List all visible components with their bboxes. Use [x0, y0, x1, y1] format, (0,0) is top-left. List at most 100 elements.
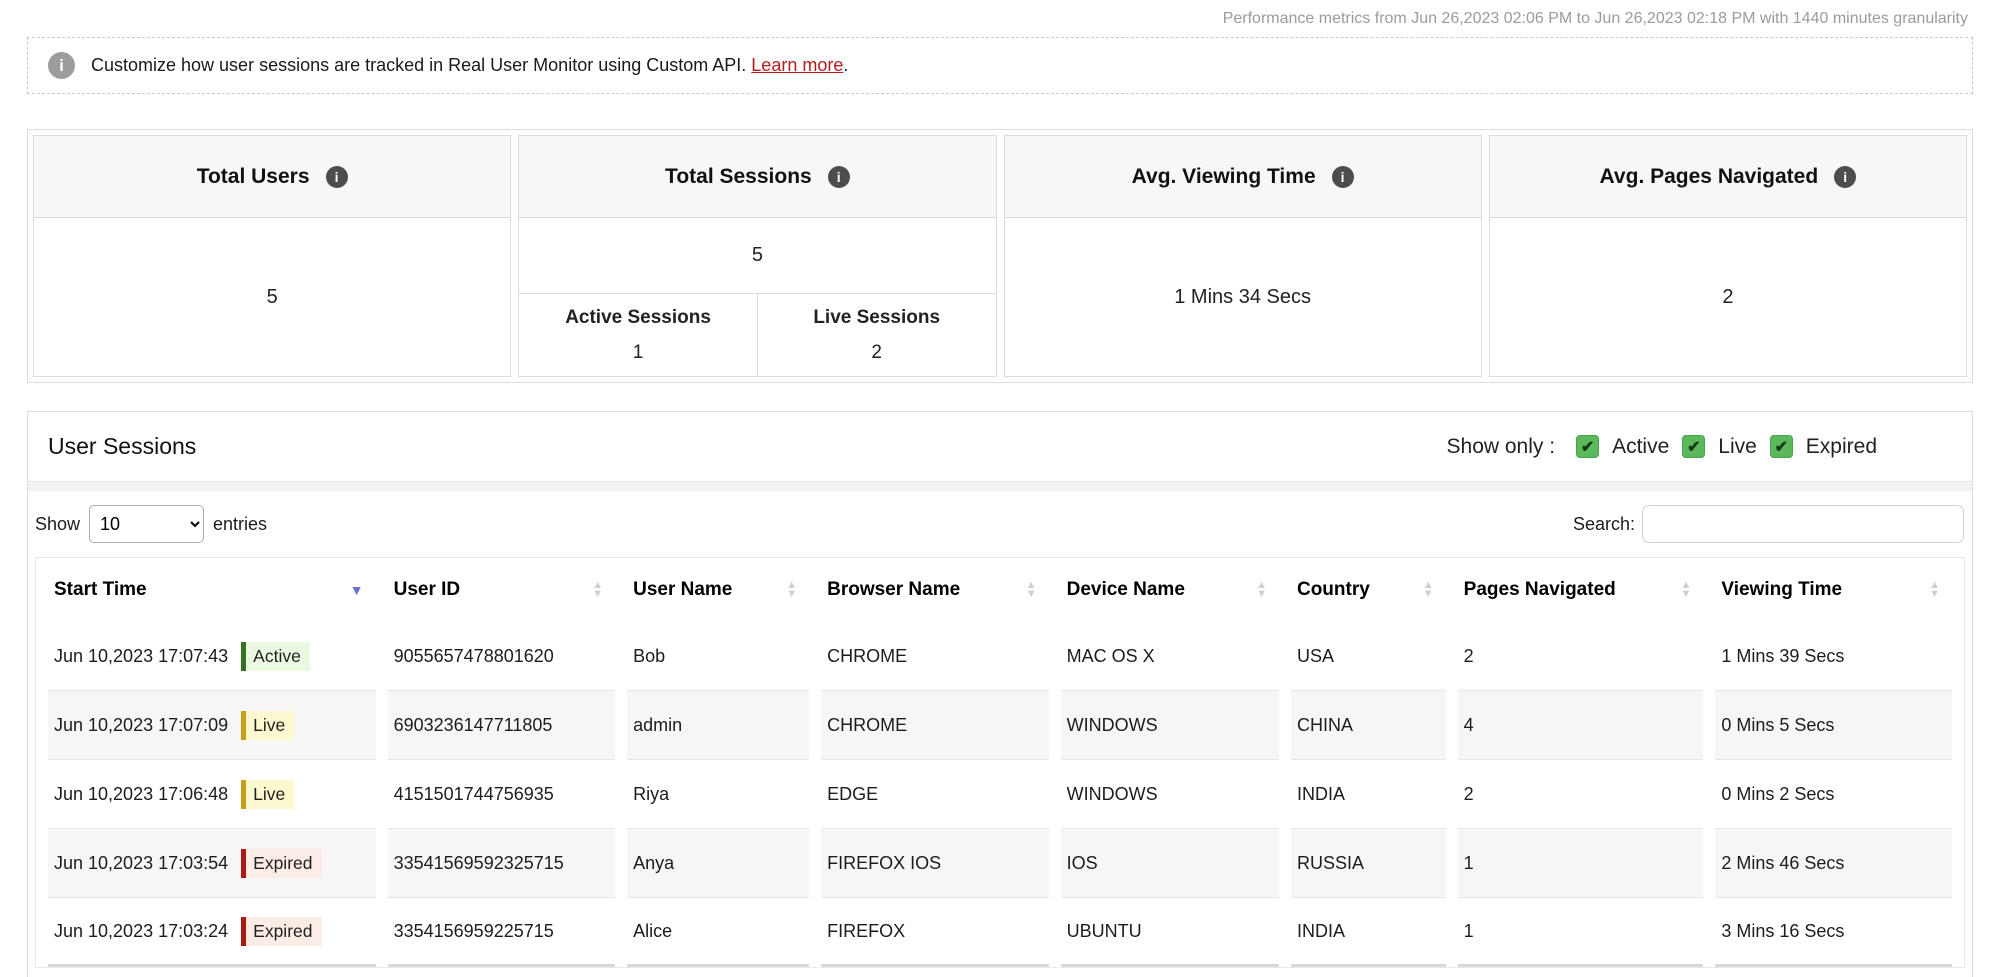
column-header-pages-navigated[interactable]: Pages Navigated ▲ ▼ — [1463, 579, 1692, 600]
live-sessions-label: Live Sessions — [813, 306, 941, 328]
sort-both-icon: ▲ ▼ — [786, 579, 798, 600]
avg-viewing-time-value: 1 Mins 34 Secs — [1174, 285, 1311, 308]
cell-browser: EDGE — [821, 760, 1049, 829]
user-sessions-header: User Sessions Show only : ✔ Active ✔ Live ✔ E… — [28, 412, 1972, 481]
checkbox-expired-icon[interactable]: ✔ — [1769, 435, 1793, 458]
sort-both-icon: ▲ ▼ — [1929, 579, 1940, 600]
cell-browser: FIREFOX IOS — [821, 829, 1049, 898]
status-filters: Show only : ✔ Active ✔ Live ✔ Expired — [1447, 435, 1877, 459]
cell-device: WINDOWS — [1060, 760, 1279, 829]
avg-pages-navigated-title: Avg. Pages Navigated — [1599, 164, 1819, 188]
banner-text: Customize how user sessions are tracked … — [91, 55, 849, 75]
total-sessions-body: 5 Active Sessions 1 Live Sessions 2 — [519, 218, 996, 376]
cell-viewing-time: 0 Mins 5 Secs — [1715, 691, 1952, 760]
status-badge: Live — [241, 779, 295, 809]
cell-device: WINDOWS — [1060, 691, 1279, 760]
column-header-browser-name[interactable]: Browser Name ▲ ▼ — [827, 579, 1037, 600]
cell-viewing-time: 1 Mins 39 Secs — [1715, 622, 1952, 691]
entries-label: entries — [213, 513, 268, 534]
cell-user-name: Anya — [627, 829, 810, 898]
cell-user-id: 6903236147711805 — [387, 691, 616, 760]
total-users-card: Total Users i 5 — [33, 135, 512, 377]
cell-pages: 2 — [1457, 622, 1704, 691]
table-row[interactable]: Jun 10,2023 17:07:43 Active 90556574788016… — [48, 622, 1952, 691]
start-time-value: Jun 10,2023 17:07:09 — [54, 714, 229, 735]
cell-browser: CHROME — [821, 691, 1049, 760]
start-time-value: Jun 10,2023 17:03:24 — [54, 920, 229, 941]
cell-country: INDIA — [1290, 898, 1446, 967]
entries-per-page-select[interactable]: 10 — [89, 505, 205, 543]
cell-country: RUSSIA — [1290, 829, 1446, 898]
cell-user-name: Alice — [627, 898, 810, 967]
status-badge: Active — [241, 641, 310, 671]
search-input[interactable] — [1642, 505, 1964, 543]
cell-pages: 4 — [1457, 691, 1704, 760]
info-icon[interactable]: i — [827, 165, 850, 188]
filter-label-live: Live — [1718, 434, 1757, 458]
custom-api-info-banner: i Customize how user sessions are tracke… — [27, 37, 1973, 94]
avg-viewing-time-title: Avg. Viewing Time — [1131, 164, 1316, 188]
avg-viewing-time-card: Avg. Viewing Time i 1 Mins 34 Secs — [1003, 135, 1482, 377]
column-header-start-time[interactable]: Start Time ▼ — [54, 579, 364, 600]
live-sessions-cell: Live Sessions 2 — [758, 294, 996, 376]
cell-viewing-time: 3 Mins 16 Secs — [1715, 898, 1952, 967]
start-time-value: Jun 10,2023 17:07:43 — [54, 645, 229, 666]
cell-viewing-time: 0 Mins 2 Secs — [1715, 760, 1952, 829]
avg-pages-navigated-value: 2 — [1722, 285, 1734, 308]
cell-country: INDIA — [1290, 760, 1446, 829]
sessions-table: Start Time ▼ User ID ▲ ▼ User Name ▲ ▼ Browser N… — [35, 557, 1965, 968]
table-controls: Show 10 entries Search: — [28, 491, 1972, 557]
total-sessions-card: Total Sessions i 5 Active Sessions 1 Liv… — [518, 135, 997, 377]
column-header-user-name[interactable]: User Name ▲ ▼ — [633, 579, 798, 600]
cell-user-id: 33541569592325715 — [387, 829, 616, 898]
sort-desc-icon: ▼ — [349, 582, 364, 598]
cell-device: IOS — [1060, 829, 1279, 898]
info-icon[interactable]: i — [1834, 165, 1857, 188]
total-users-value: 5 — [266, 285, 278, 308]
cell-user-name: Riya — [627, 760, 810, 829]
total-users-header: Total Users i — [34, 136, 511, 218]
sort-both-icon: ▲ ▼ — [592, 579, 604, 600]
cell-pages: 1 — [1457, 898, 1704, 967]
live-sessions-value: 2 — [871, 341, 882, 363]
total-sessions-title: Total Sessions — [665, 164, 812, 188]
cell-user-name: admin — [627, 691, 810, 760]
cell-device: UBUNTU — [1060, 898, 1279, 967]
cell-pages: 1 — [1457, 829, 1704, 898]
show-label: Show — [35, 513, 81, 534]
learn-more-link[interactable]: Learn more — [751, 55, 844, 75]
divider-strip — [28, 481, 1972, 491]
column-header-device-name[interactable]: Device Name ▲ ▼ — [1066, 579, 1267, 600]
checkbox-live-icon[interactable]: ✔ — [1682, 435, 1706, 458]
column-header-country[interactable]: Country ▲ ▼ — [1296, 579, 1434, 600]
column-header-viewing-time[interactable]: Viewing Time ▲ ▼ — [1721, 579, 1940, 600]
checkbox-active-icon[interactable]: ✔ — [1576, 435, 1600, 458]
show-only-label: Show only : — [1446, 434, 1556, 458]
table-row[interactable]: Jun 10,2023 17:06:48 Live 4151501744756935… — [48, 760, 1952, 829]
avg-pages-navigated-header: Avg. Pages Navigated i — [1489, 136, 1966, 218]
avg-viewing-time-header: Avg. Viewing Time i — [1004, 136, 1481, 218]
cell-browser: FIREFOX — [821, 898, 1049, 967]
info-icon[interactable]: i — [325, 165, 348, 188]
table-row[interactable]: Jun 10,2023 17:03:54 Expired 3354156959232… — [48, 829, 1952, 898]
table-row[interactable]: Jun 10,2023 17:03:24 Expired 3354156959225… — [48, 898, 1952, 967]
cell-country: CHINA — [1290, 691, 1446, 760]
start-time-value: Jun 10,2023 17:06:48 — [54, 783, 229, 804]
filter-label-expired: Expired — [1805, 434, 1877, 458]
column-header-user-id[interactable]: User ID ▲ ▼ — [393, 579, 604, 600]
cell-user-id: 9055657478801620 — [387, 622, 616, 691]
avg-pages-navigated-card: Avg. Pages Navigated i 2 — [1488, 135, 1967, 377]
total-sessions-header: Total Sessions i — [519, 136, 996, 218]
cell-device: MAC OS X — [1060, 622, 1279, 691]
sort-both-icon: ▲ ▼ — [1680, 579, 1692, 600]
user-sessions-title: User Sessions — [48, 433, 197, 459]
total-users-title: Total Users — [196, 164, 310, 188]
info-icon[interactable]: i — [1331, 165, 1354, 188]
cell-user-id: 3354156959225715 — [387, 898, 616, 967]
sort-both-icon: ▲ ▼ — [1256, 579, 1267, 600]
cell-browser: CHROME — [821, 622, 1049, 691]
performance-metrics-text: Performance metrics from Jun 26,2023 02:… — [1222, 10, 1968, 27]
table-header-row: Start Time ▼ User ID ▲ ▼ User Name ▲ ▼ Browser N… — [48, 558, 1952, 622]
active-sessions-label: Active Sessions — [565, 306, 711, 328]
table-row[interactable]: Jun 10,2023 17:07:09 Live 6903236147711805… — [48, 691, 1952, 760]
